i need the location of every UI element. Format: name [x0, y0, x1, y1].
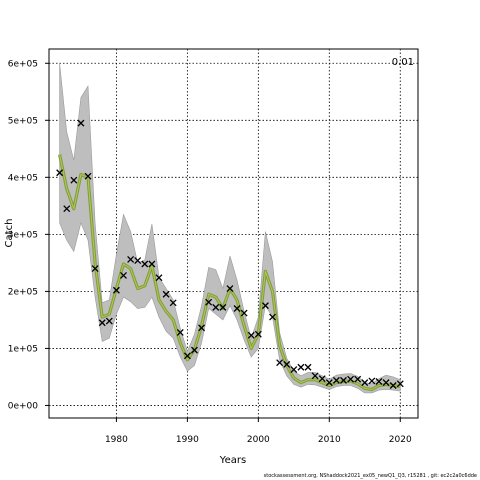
observed-markers	[56, 119, 404, 389]
observed-point	[191, 346, 198, 354]
observed-point	[141, 260, 149, 268]
y-axis-title: Catch	[4, 219, 15, 248]
observed-point	[311, 372, 319, 380]
observed-point	[198, 324, 206, 332]
observed-point	[155, 274, 163, 282]
observed-point	[290, 366, 298, 373]
x-axis: 1980 1990 2000 2010 2020	[105, 418, 412, 445]
plot-frame	[48, 48, 419, 419]
x-axis-title: Years	[219, 455, 246, 466]
observed-point	[382, 379, 390, 387]
y-tick-label: 0e+00	[8, 401, 39, 411]
observed-point	[332, 376, 340, 384]
observed-point	[112, 286, 120, 294]
observed-point	[77, 119, 85, 127]
observed-point	[70, 176, 78, 184]
observed-point	[98, 319, 106, 327]
y-tick-label: 4e+05	[8, 173, 38, 183]
observed-point	[325, 379, 333, 387]
observed-point	[205, 298, 213, 306]
confidence-band	[59, 63, 401, 394]
observed-point	[127, 255, 135, 263]
y-tick-label: 1e+05	[8, 344, 38, 354]
observed-point	[340, 376, 347, 384]
observed-point	[347, 375, 355, 383]
x-tick-label: 2000	[247, 435, 270, 445]
confidence-band-area	[59, 63, 401, 394]
x-tick-label: 1980	[105, 435, 128, 445]
observed-point	[148, 260, 156, 268]
observed-point	[368, 377, 376, 385]
observed-point	[233, 305, 241, 312]
y-axis: 0e+00 1e+05 2e+05 3e+05 4e+05 5e+05 6e+05	[8, 59, 49, 411]
observed-point	[169, 299, 177, 307]
observed-point	[354, 375, 362, 383]
observed-point	[276, 359, 284, 367]
observed-point	[247, 331, 255, 339]
observed-point	[183, 352, 191, 360]
observed-point	[240, 309, 248, 317]
observed-point	[84, 172, 92, 180]
observed-point	[361, 379, 369, 387]
observed-point	[318, 375, 326, 383]
x-tick-label: 2010	[318, 435, 341, 445]
observed-point	[176, 328, 184, 336]
observed-point	[91, 265, 99, 273]
observed-point	[375, 378, 383, 385]
observed-point	[389, 382, 397, 389]
y-tick-label: 6e+05	[8, 59, 38, 69]
corner-label: 0.01	[392, 57, 414, 68]
observed-point	[105, 317, 113, 325]
observed-point	[134, 257, 142, 265]
observed-point	[212, 303, 220, 311]
y-tick-label: 3e+05	[8, 230, 38, 240]
observed-point	[304, 363, 312, 371]
x-tick-label: 2020	[389, 435, 412, 445]
observed-point	[63, 205, 71, 213]
footer-credit: stockassessment.org, NShaddock2021_ex05_…	[263, 473, 477, 479]
observed-point	[269, 313, 276, 321]
x-tick-label: 1990	[176, 435, 199, 445]
y-tick-label: 5e+05	[8, 116, 38, 126]
grid-lines	[49, 49, 418, 418]
observed-point	[396, 380, 404, 388]
observed-point	[120, 271, 127, 279]
observed-point	[283, 360, 291, 368]
observed-point	[261, 302, 269, 310]
observed-point	[297, 363, 305, 371]
observed-point	[162, 290, 170, 298]
y-tick-label: 2e+05	[8, 287, 38, 297]
observed-point	[254, 330, 262, 338]
observed-point	[226, 285, 234, 292]
observed-point	[219, 303, 227, 311]
observed-point	[56, 169, 64, 177]
